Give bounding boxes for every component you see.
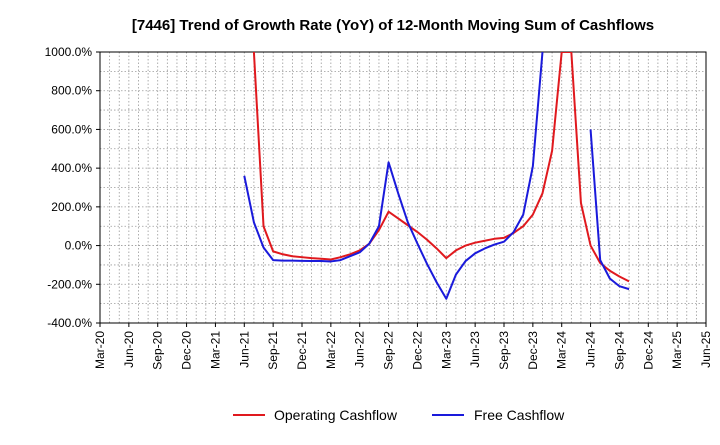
- y-tick-label: 1000.0%: [45, 45, 93, 59]
- y-tick-label: 0.0%: [65, 239, 93, 253]
- y-tick-label: 600.0%: [51, 122, 92, 136]
- x-tick-label: Jun-23: [468, 331, 482, 368]
- x-tick-label: Mar-25: [670, 331, 684, 369]
- x-tick-label: Dec-22: [410, 331, 424, 370]
- x-tick-label: Mar-22: [324, 331, 338, 369]
- legend: Operating Cashflow Free Cashflow: [233, 407, 565, 423]
- grid: [100, 51, 706, 324]
- x-tick-label: Mar-23: [439, 331, 453, 369]
- series-lines: [243, 52, 630, 300]
- x-tick-label: Dec-21: [295, 331, 309, 370]
- x-tick-label: Jun-22: [353, 331, 367, 368]
- x-tick-label: Jun-25: [699, 331, 713, 368]
- axes: 1000.0% 800.0% 600.0% 400.0% 200.0% 0.0% -200.…: [45, 45, 713, 370]
- y-tick-label: 400.0%: [51, 161, 92, 175]
- x-tick-label: Dec-20: [180, 331, 194, 370]
- legend-label: Free Cashflow: [474, 407, 565, 423]
- x-tick-label: Sep-23: [497, 331, 511, 370]
- legend-label: Operating Cashflow: [274, 407, 398, 423]
- x-tick-label: Mar-20: [93, 331, 107, 369]
- y-tick-label: 200.0%: [51, 200, 92, 214]
- x-tick-label: Jun-20: [122, 331, 136, 368]
- series-line-free-cashflow: [589, 129, 630, 291]
- x-tick-label: Sep-24: [612, 331, 626, 370]
- y-tick-label: 800.0%: [51, 84, 92, 98]
- x-tick-label: Sep-20: [151, 331, 165, 370]
- x-tick-label: Jun-21: [237, 331, 251, 368]
- x-tick-label: Dec-23: [526, 331, 540, 370]
- x-tick-label: Sep-22: [382, 331, 396, 370]
- plot-border: [99, 51, 707, 324]
- x-tick-label: Jun-24: [584, 331, 598, 368]
- x-tick-label: Dec-24: [641, 331, 655, 370]
- x-tick-label: Mar-21: [208, 331, 222, 369]
- series-line-operating-cashflow: [252, 52, 630, 283]
- x-tick-label: Mar-24: [555, 331, 569, 369]
- y-tick-label: -400.0%: [47, 316, 92, 330]
- y-tick-label: -200.0%: [47, 277, 92, 291]
- chart-title: [7446] Trend of Growth Rate (YoY) of 12-…: [132, 17, 654, 34]
- x-tick-label: Sep-21: [266, 331, 280, 370]
- series-line-free-cashflow: [243, 52, 544, 300]
